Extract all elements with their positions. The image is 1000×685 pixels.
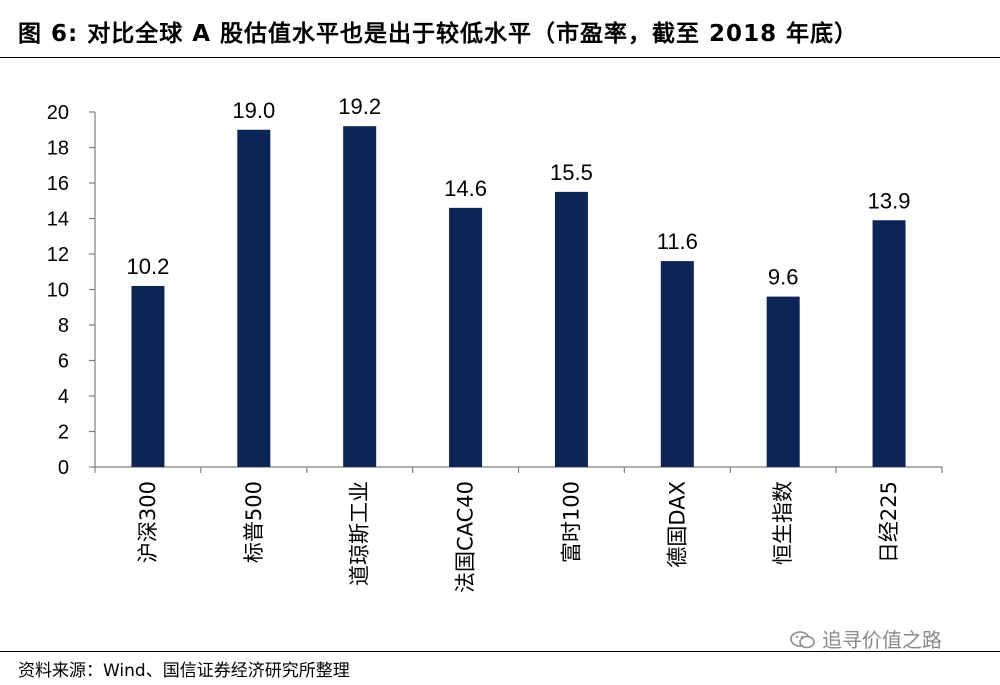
y-tick-label: 16 [47,173,69,195]
bar [766,296,800,467]
watermark-text: 追寻价值之路 [822,628,942,652]
y-tick-label: 12 [47,244,69,266]
y-tick-label: 6 [58,351,69,373]
bar-value-label: 13.9 [868,188,911,213]
category-label: 标普500 [242,481,266,563]
figure-label: 图 6: [18,21,79,47]
category-label: 沪深300 [136,481,160,563]
y-tick-label: 2 [58,422,69,444]
category-label: 恒生指数 [771,481,795,565]
category-label: 法国CAC40 [454,481,478,593]
category-label: 富时100 [559,481,583,563]
category-label: 道琼斯工业 [348,481,372,586]
bar-value-label: 11.6 [657,229,698,254]
figure-caption: 对比全球 A 股估值水平也是出于较低水平（市盈率，截至 2018 年底） [87,21,859,47]
footer-rule [0,651,1000,652]
bar [237,129,271,467]
y-tick-label: 14 [47,209,69,231]
wechat-icon [790,631,815,649]
bar-value-label: 15.5 [550,160,593,185]
y-tick-label: 20 [47,102,69,124]
y-tick-label: 0 [58,457,69,479]
bar [554,191,588,467]
header-rule [0,57,1000,58]
watermark: 追寻价值之路 [790,624,942,653]
bar [872,220,906,467]
y-tick-label: 4 [58,386,69,408]
bar [449,207,483,467]
bar-value-label: 19.0 [232,98,275,123]
y-tick-label: 8 [58,315,69,337]
bar [131,285,165,467]
bar-value-label: 10.2 [127,254,170,279]
bar-value-label: 14.6 [444,176,487,201]
y-tick-label: 10 [47,280,69,302]
category-label: 日经225 [877,481,901,563]
bar [660,261,694,467]
source-note: 资料来源：Wind、国信证券经济研究所整理 [18,661,350,681]
bar-value-label: 9.6 [768,265,799,290]
y-tick-label: 18 [47,138,69,160]
bar-value-label: 19.2 [338,94,381,119]
bar-chart: 0 2 4 6 8 10 12 14 16 18 20 10.2 沪深300 19.0 标普500 19.2 道… [47,94,943,593]
category-label: 德国DAX [665,481,689,568]
figure-title: 图 6: 对比全球 A 股估值水平也是出于较低水平（市盈率，截至 2018 年底… [18,14,858,48]
bar [343,126,377,467]
